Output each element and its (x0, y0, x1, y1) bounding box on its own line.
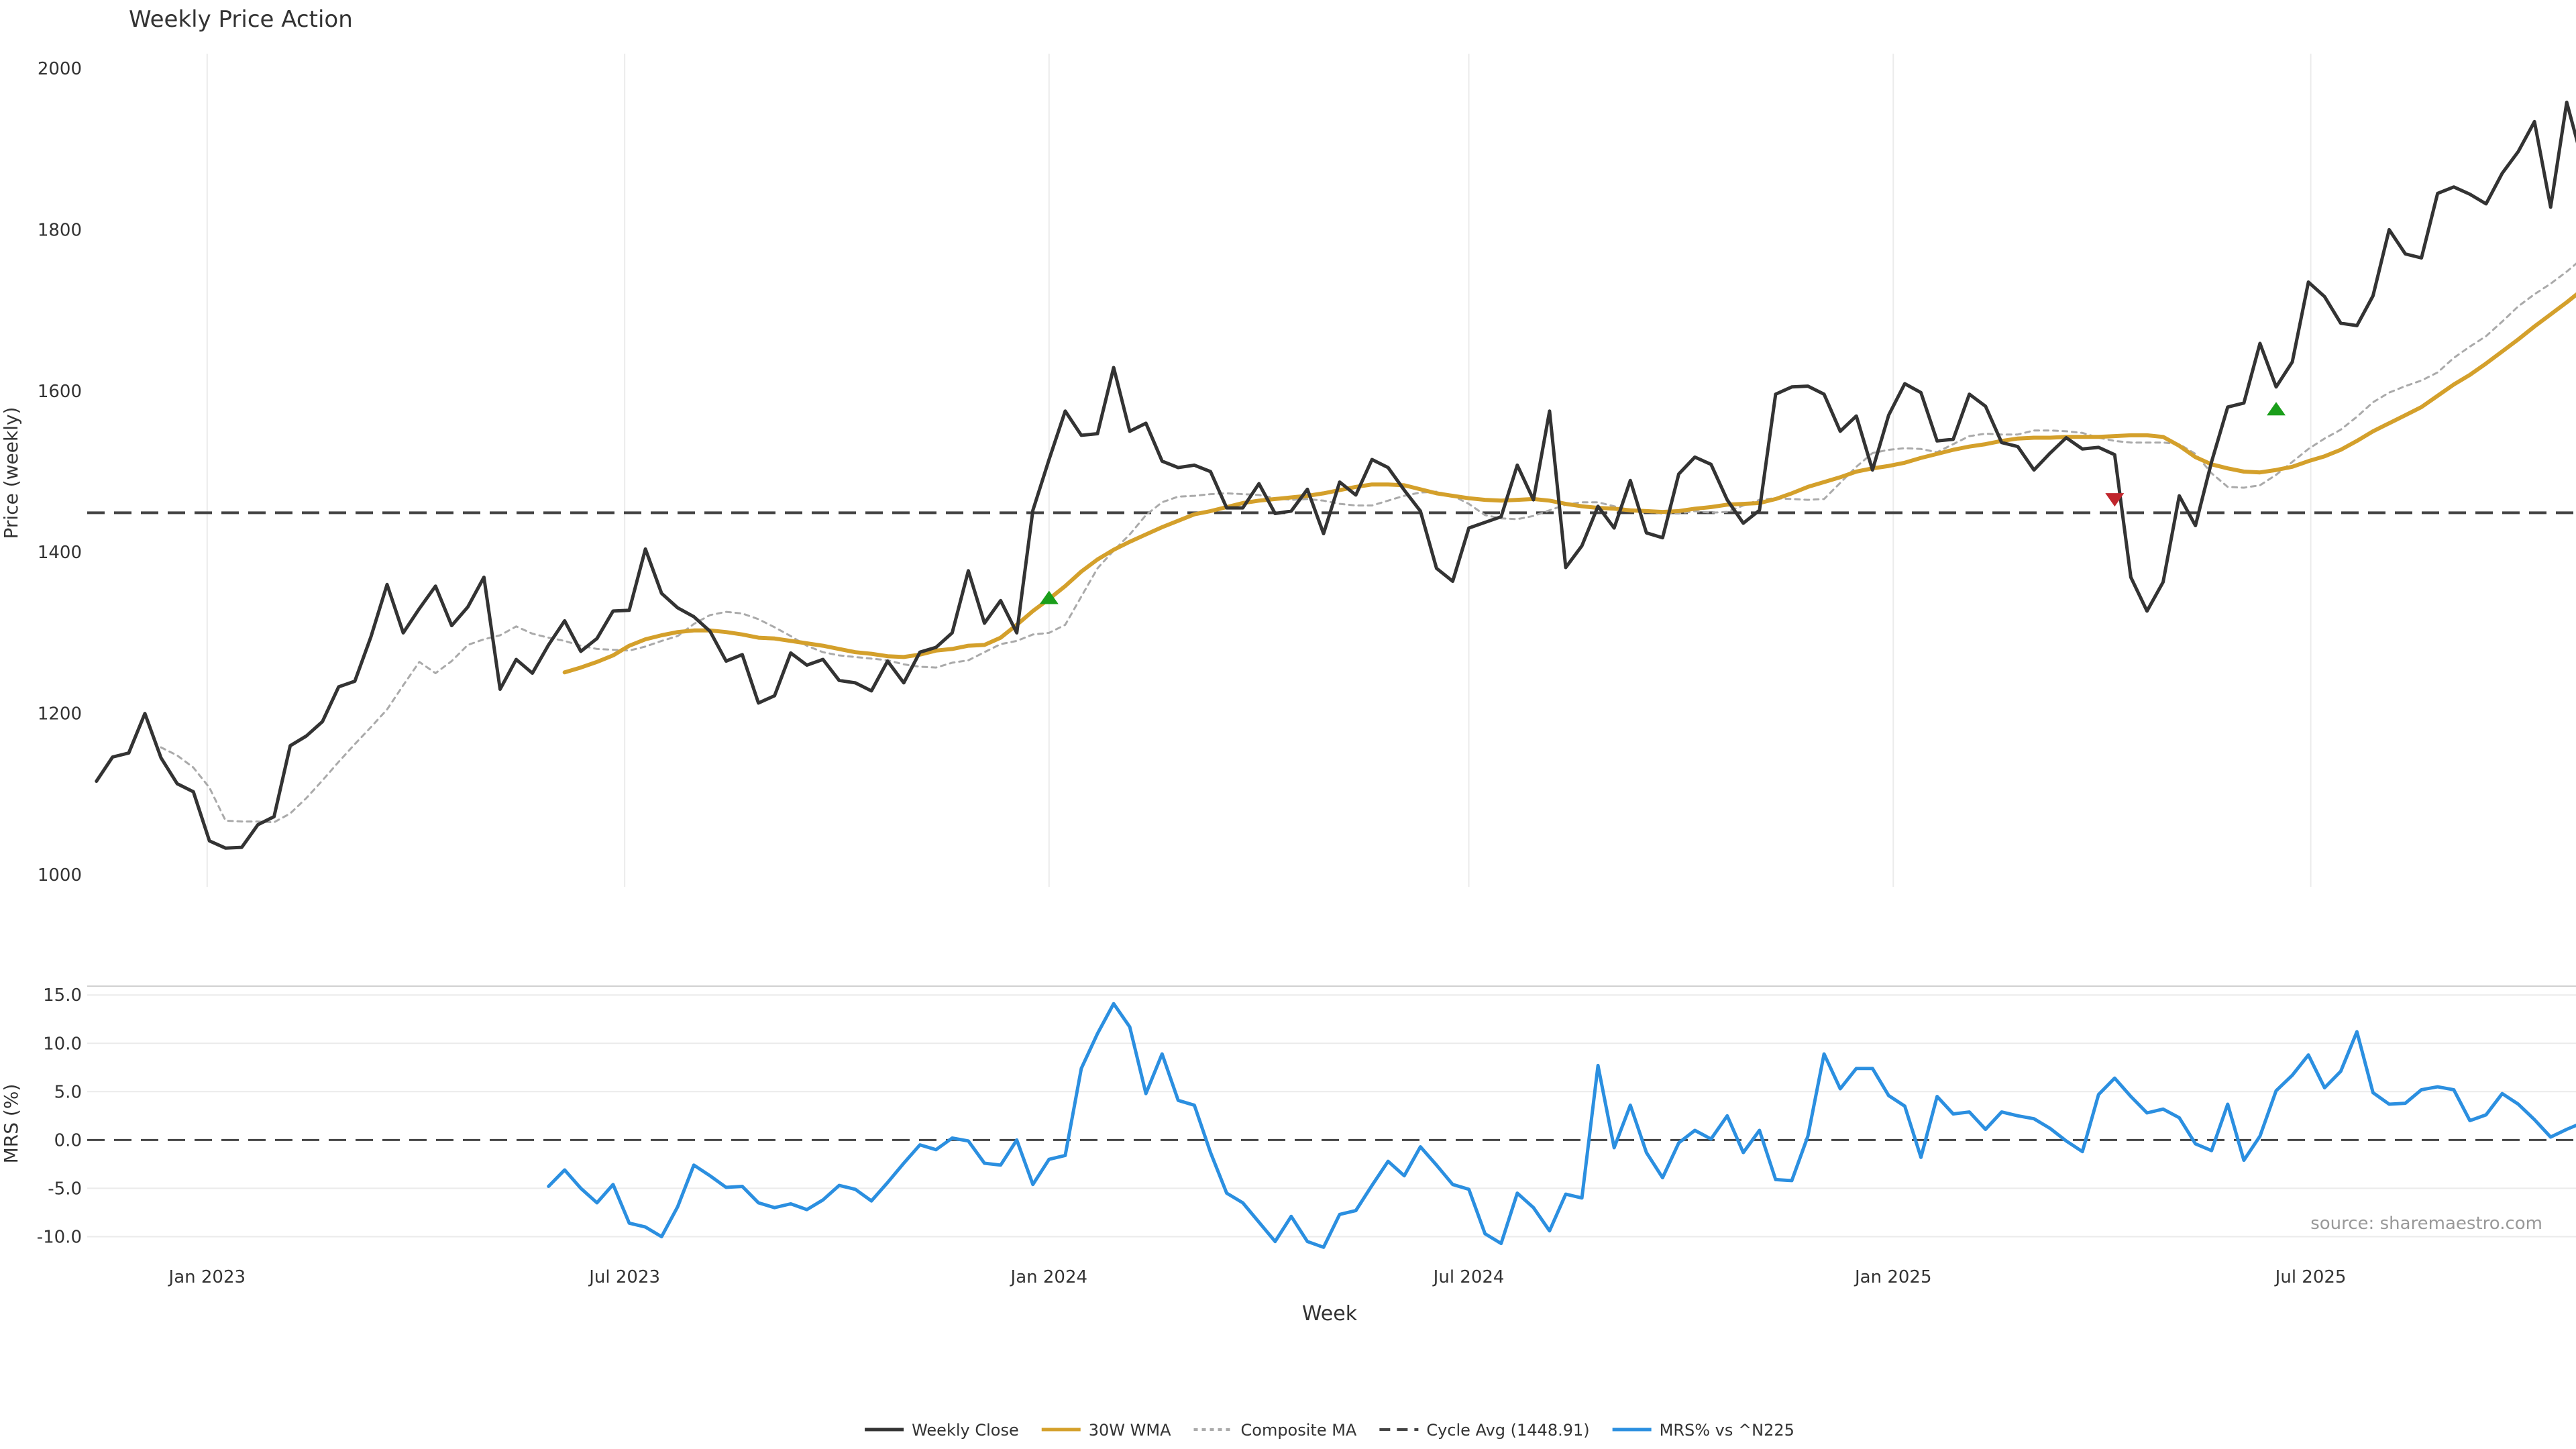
price-y-axis-label: Price (weekly) (0, 407, 22, 539)
x-axis-ticks: Jan 2023 Jul 2023 Jan 2024 Jul 2024 Jan 2025… (168, 1267, 2347, 1287)
chart-title: Weekly Price Action (129, 6, 353, 33)
legend-item: Weekly Close (865, 1421, 1019, 1440)
price-y-tick-label: 1400 (38, 543, 82, 563)
mrs-y-tick-label: 15.0 (43, 985, 82, 1006)
mrs-series (547, 1002, 2576, 1249)
mrs-y-tick-label: -10.0 (37, 1227, 82, 1247)
x-tick-label: Jul 2024 (1432, 1267, 1505, 1287)
x-tick-label: Jan 2025 (1854, 1267, 1932, 1287)
series-mrs (547, 1002, 2576, 1249)
price-grid (206, 54, 2312, 887)
mrs-grid (87, 994, 2576, 1238)
x-axis-label: Week (1302, 1302, 1358, 1326)
legend-label: Cycle Avg (1448.91) (1426, 1421, 1589, 1440)
legend-label: Composite MA (1241, 1421, 1357, 1440)
legend-item: Cycle Avg (1448.91) (1379, 1421, 1590, 1440)
series-composite (160, 262, 2576, 824)
legend-label: 30W WMA (1089, 1421, 1171, 1440)
mrs-y-tick-label: 0.0 (54, 1130, 82, 1150)
source-note: source: sharemaestro.com (2310, 1214, 2542, 1234)
mrs-y-axis-label: MRS (%) (0, 1084, 22, 1164)
buy-signal-marker (1039, 590, 1059, 604)
price-series (87, 101, 2576, 850)
mrs-y-tick-label: -5.0 (48, 1179, 82, 1199)
price-y-tick-label: 1200 (38, 704, 82, 724)
x-tick-label: Jul 2025 (2274, 1267, 2347, 1287)
buy-signal-marker (2267, 402, 2286, 416)
legend: Weekly Close 30W WMA Composite MA Cycle Avg… (865, 1421, 1794, 1440)
series-wma (562, 292, 2576, 675)
series-close (95, 101, 2576, 850)
price-y-tick-label: 2000 (38, 59, 82, 79)
sell-signal-marker (2105, 493, 2125, 507)
mrs-y-tick-label: 5.0 (54, 1082, 82, 1102)
x-tick-label: Jan 2024 (1010, 1267, 1088, 1287)
mrs-y-tick-label: 10.0 (43, 1034, 82, 1054)
legend-item: Composite MA (1193, 1421, 1357, 1440)
signal-markers (1039, 402, 2286, 604)
price-y-ticks: 1000 1200 1400 1600 1800 2000 (38, 59, 82, 885)
legend-label: MRS% vs ^N225 (1660, 1421, 1794, 1440)
price-y-tick-label: 1600 (38, 382, 82, 402)
x-tick-label: Jan 2023 (168, 1267, 246, 1287)
price-y-tick-label: 1000 (38, 865, 82, 885)
legend-item: 30W WMA (1041, 1421, 1171, 1440)
legend-label: Weekly Close (912, 1421, 1019, 1440)
price-y-tick-label: 1800 (38, 220, 82, 240)
mrs-y-ticks: 15.0 10.0 5.0 0.0 -5.0 -10.0 (37, 985, 82, 1247)
legend-item: MRS% vs ^N225 (1612, 1421, 1794, 1440)
x-tick-label: Jul 2023 (588, 1267, 660, 1287)
